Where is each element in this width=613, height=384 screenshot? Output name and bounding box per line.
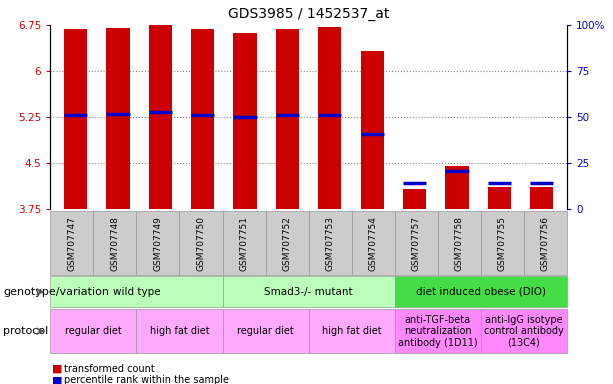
Text: anti-IgG isotype
control antibody
(13C4): anti-IgG isotype control antibody (13C4) [484,314,564,348]
Text: ■: ■ [52,375,63,384]
Bar [487,187,511,209]
Text: percentile rank within the sample: percentile rank within the sample [64,375,229,384]
Bar [445,166,468,209]
Text: GSM707755: GSM707755 [498,216,507,271]
Text: ■: ■ [52,364,63,374]
Text: GSM707757: GSM707757 [412,216,421,271]
Bar [149,25,172,209]
Text: wild type: wild type [113,287,160,297]
Text: Smad3-/- mutant: Smad3-/- mutant [264,287,353,297]
Text: GSM707756: GSM707756 [541,216,550,271]
Bar [360,51,384,209]
Text: GSM707748: GSM707748 [110,216,120,271]
Text: genotype/variation: genotype/variation [3,287,109,297]
Text: regular diet: regular diet [237,326,294,336]
Text: high fat diet: high fat diet [150,326,209,336]
Bar [318,27,341,209]
Text: regular diet: regular diet [65,326,122,336]
Text: GSM707749: GSM707749 [153,216,162,271]
Title: GDS3985 / 1452537_at: GDS3985 / 1452537_at [228,7,389,21]
Text: GSM707751: GSM707751 [240,216,248,271]
Bar [403,189,426,209]
Text: GSM707754: GSM707754 [369,216,378,271]
Bar [191,29,215,209]
Text: diet induced obese (DIO): diet induced obese (DIO) [416,287,546,297]
Text: GSM707750: GSM707750 [197,216,205,271]
Text: transformed count: transformed count [64,364,155,374]
Text: GSM707753: GSM707753 [326,216,335,271]
Text: high fat diet: high fat diet [322,326,381,336]
Bar [234,33,257,209]
Bar [276,29,299,209]
Bar [530,187,554,209]
Text: GSM707758: GSM707758 [455,216,464,271]
Bar [64,29,87,209]
Text: anti-TGF-beta
neutralization
antibody (1D11): anti-TGF-beta neutralization antibody (1… [398,314,478,348]
Bar [107,28,130,209]
Text: GSM707752: GSM707752 [283,216,292,271]
Text: GSM707747: GSM707747 [67,216,76,271]
Text: protocol: protocol [3,326,48,336]
